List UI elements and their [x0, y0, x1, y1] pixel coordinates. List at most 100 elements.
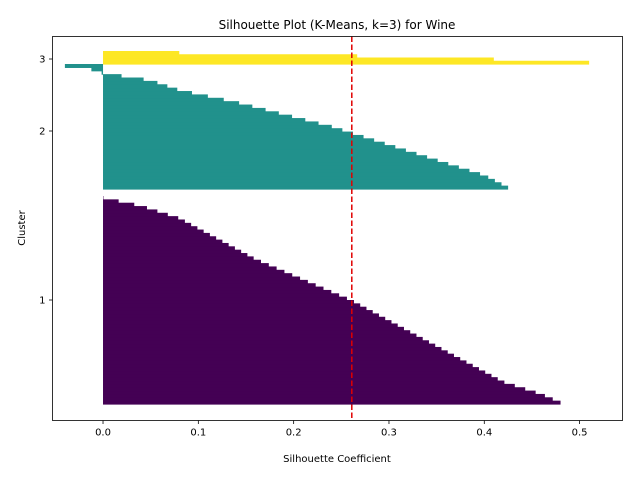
silhouette-bar [103, 57, 494, 62]
silhouette-bar [103, 336, 423, 341]
silhouette-bar [103, 266, 277, 271]
silhouette-bar [103, 121, 319, 126]
silhouette-bar [103, 145, 396, 150]
silhouette-bar [103, 60, 590, 65]
silhouette-bar [103, 383, 515, 388]
silhouette-bar [103, 276, 301, 281]
silhouette-bar [103, 114, 293, 119]
silhouette-bar [103, 94, 208, 99]
y-axis: 1 2 3 [39, 55, 53, 307]
silhouette-bar [103, 158, 438, 163]
silhouette-bar [103, 165, 459, 170]
silhouette-bar [103, 74, 122, 79]
silhouette-bar [103, 330, 411, 335]
silhouette-bar [103, 232, 210, 237]
silhouette-bar [103, 91, 192, 96]
y-axis-title: Cluster [17, 209, 28, 245]
silhouette-bar [103, 219, 185, 224]
silhouette-bar [103, 229, 204, 234]
silhouette-bar [103, 212, 168, 217]
silhouette-bar [91, 67, 104, 72]
x-tick-label: 0.1 [190, 428, 206, 439]
y-tick-label: 2 [39, 127, 45, 138]
x-tick-label: 0.4 [476, 428, 492, 439]
silhouette-bar [103, 84, 168, 89]
silhouette-bar [103, 263, 269, 268]
silhouette-bar [103, 380, 505, 385]
silhouette-bar [103, 202, 135, 207]
silhouette-bar [103, 249, 242, 254]
silhouette-bar [103, 363, 473, 368]
silhouette-bar [103, 104, 253, 109]
silhouette-bar [103, 209, 158, 214]
silhouette-bar [103, 367, 479, 372]
silhouette-bar [103, 303, 361, 308]
silhouette-bar [103, 256, 254, 261]
silhouette-bar [103, 313, 379, 318]
silhouette-bar [103, 107, 266, 112]
silhouette-bar [64, 64, 104, 68]
silhouette-bar [103, 390, 536, 395]
silhouette-bar [103, 323, 398, 328]
silhouette-bar [103, 286, 324, 291]
silhouette-bar [103, 273, 293, 278]
silhouette-bar [103, 77, 144, 82]
silhouette-bar [103, 178, 495, 183]
silhouette-bar [103, 182, 502, 187]
silhouette-bar [103, 353, 454, 358]
silhouette-bar [103, 216, 179, 221]
silhouette-bar [103, 161, 449, 166]
silhouette-bar [103, 155, 428, 160]
silhouette-bar [103, 333, 417, 338]
x-tick-label: 0.0 [95, 428, 111, 439]
silhouette-bar [103, 296, 347, 301]
silhouette-bar [103, 118, 306, 123]
silhouette-bar [103, 300, 354, 304]
axes-frame [52, 36, 623, 421]
silhouette-bar [103, 259, 261, 264]
silhouette-bar [103, 168, 470, 173]
silhouette-bar [103, 326, 404, 331]
silhouette-bar [103, 226, 198, 231]
silhouette-bar [103, 400, 561, 405]
silhouette-bar [103, 199, 119, 204]
silhouette-bar [103, 111, 279, 116]
y-tick-label: 3 [39, 55, 45, 66]
silhouette-bar [103, 131, 353, 136]
cluster-2-silhouette [64, 64, 509, 190]
silhouette-bar [103, 293, 340, 298]
silhouette-bar [103, 51, 180, 55]
silhouette-bar [103, 306, 367, 311]
silhouette-bar [103, 175, 489, 180]
x-tick-label: 0.2 [286, 428, 302, 439]
silhouette-bar [103, 350, 448, 355]
silhouette-bar [103, 357, 461, 361]
silhouette-bar [103, 236, 217, 241]
silhouette-bar [103, 346, 442, 351]
silhouette-bar [103, 393, 545, 398]
x-tick-label: 0.3 [381, 428, 397, 439]
silhouette-bar [103, 340, 429, 345]
y-tick-label: 1 [39, 296, 45, 307]
silhouette-bar [103, 246, 235, 251]
silhouette-bar [103, 101, 240, 106]
silhouette-bar [103, 316, 386, 321]
silhouette-bar [103, 370, 486, 375]
silhouette-bar [103, 289, 332, 294]
silhouette-bar [101, 70, 104, 75]
silhouette-bar [103, 343, 436, 348]
silhouette-bar [103, 320, 392, 325]
silhouette-bar [103, 222, 192, 227]
plot-area [64, 51, 590, 405]
silhouette-bar [103, 151, 417, 156]
silhouette-bar [103, 253, 248, 257]
silhouette-bar [103, 134, 364, 139]
cluster-1-silhouette [103, 196, 561, 405]
silhouette-bar [103, 373, 492, 378]
silhouette-bar [103, 269, 285, 274]
silhouette-bar [103, 87, 178, 92]
x-tick-label: 0.5 [572, 428, 588, 439]
silhouette-bar [103, 148, 406, 153]
silhouette-bar [103, 387, 526, 392]
